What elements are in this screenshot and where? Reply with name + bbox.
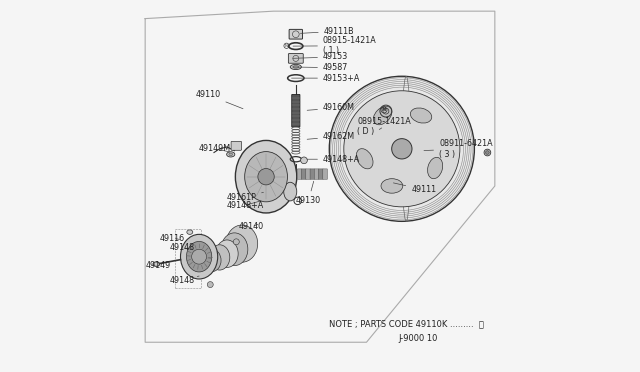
- Ellipse shape: [180, 234, 218, 279]
- Circle shape: [258, 169, 275, 185]
- Ellipse shape: [484, 149, 491, 156]
- Text: 49148+A: 49148+A: [307, 155, 360, 164]
- Circle shape: [191, 249, 207, 264]
- Text: 49153: 49153: [293, 52, 348, 61]
- Text: 49140: 49140: [239, 222, 264, 231]
- Text: 08911-6421A
( 3 ): 08911-6421A ( 3 ): [424, 139, 493, 158]
- Ellipse shape: [216, 240, 238, 267]
- Text: 49587: 49587: [293, 63, 348, 72]
- Ellipse shape: [381, 179, 403, 193]
- Ellipse shape: [186, 241, 212, 272]
- Ellipse shape: [356, 149, 373, 169]
- Text: 49153+A: 49153+A: [292, 74, 360, 83]
- Ellipse shape: [284, 182, 297, 201]
- Text: 49149M: 49149M: [199, 144, 231, 153]
- Circle shape: [301, 157, 307, 164]
- Text: 49148+A: 49148+A: [227, 201, 264, 210]
- Text: N: N: [382, 108, 386, 112]
- Ellipse shape: [410, 108, 432, 123]
- FancyBboxPatch shape: [289, 29, 303, 39]
- Text: 49160M: 49160M: [307, 103, 355, 112]
- Text: NOTE ; PARTS CODE 49110K .........  Ⓡ: NOTE ; PARTS CODE 49110K ......... Ⓡ: [330, 319, 484, 328]
- Text: 49110: 49110: [195, 90, 243, 109]
- Ellipse shape: [428, 157, 443, 179]
- FancyBboxPatch shape: [298, 169, 302, 179]
- FancyBboxPatch shape: [306, 169, 310, 179]
- Ellipse shape: [236, 140, 297, 213]
- Ellipse shape: [293, 65, 299, 68]
- Ellipse shape: [227, 152, 235, 157]
- FancyBboxPatch shape: [314, 169, 319, 179]
- Ellipse shape: [290, 64, 301, 70]
- Ellipse shape: [187, 230, 193, 234]
- Text: 49130: 49130: [296, 181, 321, 205]
- Text: 49149: 49149: [145, 262, 170, 270]
- Circle shape: [392, 139, 412, 159]
- Text: 49162M: 49162M: [307, 132, 355, 141]
- Ellipse shape: [203, 249, 221, 272]
- Text: J-9000 10: J-9000 10: [398, 334, 438, 343]
- FancyBboxPatch shape: [319, 169, 323, 179]
- Ellipse shape: [221, 233, 248, 266]
- Ellipse shape: [244, 152, 287, 202]
- FancyBboxPatch shape: [301, 169, 306, 179]
- Ellipse shape: [486, 151, 489, 154]
- FancyBboxPatch shape: [292, 94, 300, 127]
- Text: 49161P: 49161P: [227, 192, 264, 202]
- Ellipse shape: [153, 262, 159, 266]
- Text: 08915-1421A
( 1 ): 08915-1421A ( 1 ): [293, 36, 377, 55]
- Ellipse shape: [373, 106, 392, 125]
- Ellipse shape: [209, 245, 230, 270]
- Circle shape: [234, 239, 239, 245]
- Circle shape: [344, 91, 460, 207]
- FancyBboxPatch shape: [231, 141, 241, 150]
- Text: 49148: 49148: [170, 243, 195, 252]
- Text: 08915-1421A
( D ): 08915-1421A ( D ): [357, 117, 411, 136]
- Text: 49111: 49111: [394, 183, 436, 194]
- Circle shape: [330, 76, 474, 221]
- Ellipse shape: [229, 153, 232, 156]
- Text: 49111B: 49111B: [300, 27, 355, 36]
- Text: 49116: 49116: [160, 234, 185, 243]
- Circle shape: [207, 282, 213, 288]
- Ellipse shape: [226, 225, 258, 262]
- FancyBboxPatch shape: [310, 169, 315, 179]
- Text: N: N: [285, 44, 288, 48]
- Text: 49148: 49148: [170, 276, 199, 285]
- FancyBboxPatch shape: [323, 169, 328, 179]
- FancyBboxPatch shape: [289, 54, 303, 63]
